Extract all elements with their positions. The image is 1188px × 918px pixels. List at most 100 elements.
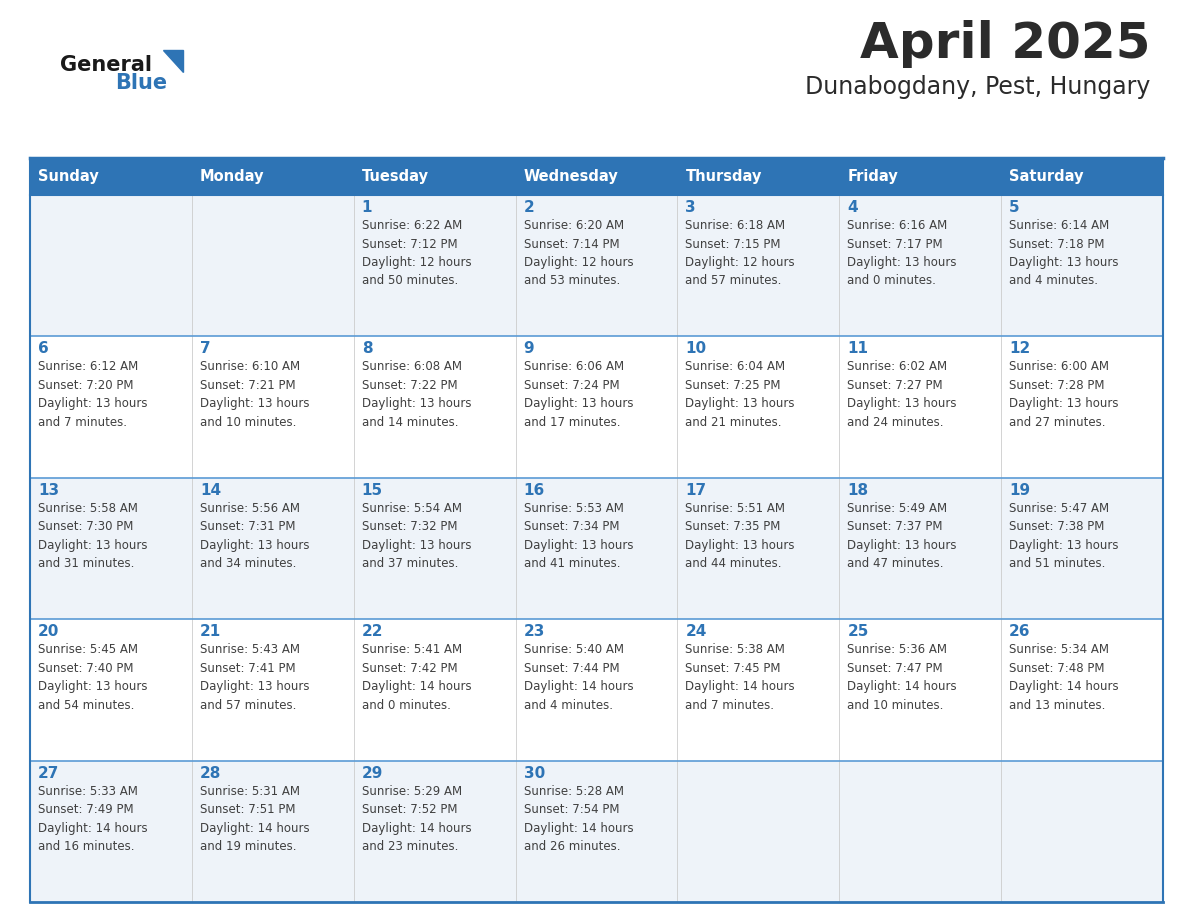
Text: 8: 8 [361, 341, 372, 356]
Text: 10: 10 [685, 341, 707, 356]
Text: 6: 6 [38, 341, 49, 356]
Text: Sunrise: 6:08 AM
Sunset: 7:22 PM
Daylight: 13 hours
and 14 minutes.: Sunrise: 6:08 AM Sunset: 7:22 PM Dayligh… [361, 361, 472, 429]
Text: 14: 14 [200, 483, 221, 498]
FancyBboxPatch shape [839, 620, 1001, 761]
FancyBboxPatch shape [516, 195, 677, 336]
Text: 16: 16 [524, 483, 545, 498]
FancyBboxPatch shape [677, 761, 839, 902]
FancyBboxPatch shape [354, 620, 516, 761]
FancyBboxPatch shape [191, 336, 354, 477]
Text: Sunrise: 5:58 AM
Sunset: 7:30 PM
Daylight: 13 hours
and 31 minutes.: Sunrise: 5:58 AM Sunset: 7:30 PM Dayligh… [38, 502, 147, 570]
FancyBboxPatch shape [30, 158, 191, 195]
Text: 15: 15 [361, 483, 383, 498]
Text: 23: 23 [524, 624, 545, 639]
Text: Sunrise: 6:20 AM
Sunset: 7:14 PM
Daylight: 12 hours
and 53 minutes.: Sunrise: 6:20 AM Sunset: 7:14 PM Dayligh… [524, 219, 633, 287]
Text: Sunrise: 5:51 AM
Sunset: 7:35 PM
Daylight: 13 hours
and 44 minutes.: Sunrise: 5:51 AM Sunset: 7:35 PM Dayligh… [685, 502, 795, 570]
FancyBboxPatch shape [354, 158, 516, 195]
FancyBboxPatch shape [839, 195, 1001, 336]
Text: 24: 24 [685, 624, 707, 639]
Text: 27: 27 [38, 766, 59, 780]
Text: Sunrise: 5:56 AM
Sunset: 7:31 PM
Daylight: 13 hours
and 34 minutes.: Sunrise: 5:56 AM Sunset: 7:31 PM Dayligh… [200, 502, 309, 570]
Text: Sunrise: 5:40 AM
Sunset: 7:44 PM
Daylight: 14 hours
and 4 minutes.: Sunrise: 5:40 AM Sunset: 7:44 PM Dayligh… [524, 644, 633, 711]
Text: 4: 4 [847, 200, 858, 215]
FancyBboxPatch shape [30, 195, 191, 336]
Text: Sunrise: 5:29 AM
Sunset: 7:52 PM
Daylight: 14 hours
and 23 minutes.: Sunrise: 5:29 AM Sunset: 7:52 PM Dayligh… [361, 785, 472, 853]
Text: Sunrise: 6:04 AM
Sunset: 7:25 PM
Daylight: 13 hours
and 21 minutes.: Sunrise: 6:04 AM Sunset: 7:25 PM Dayligh… [685, 361, 795, 429]
Text: 5: 5 [1009, 200, 1019, 215]
Text: Sunrise: 6:18 AM
Sunset: 7:15 PM
Daylight: 12 hours
and 57 minutes.: Sunrise: 6:18 AM Sunset: 7:15 PM Dayligh… [685, 219, 795, 287]
Text: 3: 3 [685, 200, 696, 215]
Text: 30: 30 [524, 766, 545, 780]
Text: 11: 11 [847, 341, 868, 356]
Text: 26: 26 [1009, 624, 1031, 639]
Text: April 2025: April 2025 [859, 20, 1150, 68]
Text: 13: 13 [38, 483, 59, 498]
FancyBboxPatch shape [839, 761, 1001, 902]
Polygon shape [163, 50, 183, 72]
FancyBboxPatch shape [839, 158, 1001, 195]
Text: Sunrise: 5:36 AM
Sunset: 7:47 PM
Daylight: 14 hours
and 10 minutes.: Sunrise: 5:36 AM Sunset: 7:47 PM Dayligh… [847, 644, 956, 711]
Text: Sunrise: 6:14 AM
Sunset: 7:18 PM
Daylight: 13 hours
and 4 minutes.: Sunrise: 6:14 AM Sunset: 7:18 PM Dayligh… [1009, 219, 1119, 287]
FancyBboxPatch shape [354, 336, 516, 477]
Text: 9: 9 [524, 341, 535, 356]
FancyBboxPatch shape [677, 195, 839, 336]
Text: 29: 29 [361, 766, 383, 780]
Text: Sunrise: 6:12 AM
Sunset: 7:20 PM
Daylight: 13 hours
and 7 minutes.: Sunrise: 6:12 AM Sunset: 7:20 PM Dayligh… [38, 361, 147, 429]
Text: Sunrise: 5:34 AM
Sunset: 7:48 PM
Daylight: 14 hours
and 13 minutes.: Sunrise: 5:34 AM Sunset: 7:48 PM Dayligh… [1009, 644, 1119, 711]
FancyBboxPatch shape [677, 620, 839, 761]
FancyBboxPatch shape [191, 195, 354, 336]
FancyBboxPatch shape [677, 336, 839, 477]
FancyBboxPatch shape [516, 336, 677, 477]
FancyBboxPatch shape [191, 158, 354, 195]
FancyBboxPatch shape [516, 620, 677, 761]
Text: Sunrise: 6:10 AM
Sunset: 7:21 PM
Daylight: 13 hours
and 10 minutes.: Sunrise: 6:10 AM Sunset: 7:21 PM Dayligh… [200, 361, 309, 429]
FancyBboxPatch shape [191, 477, 354, 620]
Text: 20: 20 [38, 624, 59, 639]
Text: 28: 28 [200, 766, 221, 780]
FancyBboxPatch shape [839, 477, 1001, 620]
Text: Sunrise: 6:06 AM
Sunset: 7:24 PM
Daylight: 13 hours
and 17 minutes.: Sunrise: 6:06 AM Sunset: 7:24 PM Dayligh… [524, 361, 633, 429]
FancyBboxPatch shape [30, 620, 191, 761]
FancyBboxPatch shape [354, 761, 516, 902]
Text: Sunrise: 5:47 AM
Sunset: 7:38 PM
Daylight: 13 hours
and 51 minutes.: Sunrise: 5:47 AM Sunset: 7:38 PM Dayligh… [1009, 502, 1119, 570]
FancyBboxPatch shape [354, 477, 516, 620]
Text: Sunrise: 5:54 AM
Sunset: 7:32 PM
Daylight: 13 hours
and 37 minutes.: Sunrise: 5:54 AM Sunset: 7:32 PM Dayligh… [361, 502, 472, 570]
Text: 1: 1 [361, 200, 372, 215]
Text: Sunrise: 6:00 AM
Sunset: 7:28 PM
Daylight: 13 hours
and 27 minutes.: Sunrise: 6:00 AM Sunset: 7:28 PM Dayligh… [1009, 361, 1119, 429]
Text: General: General [61, 55, 152, 75]
Text: 2: 2 [524, 200, 535, 215]
Text: Sunrise: 6:02 AM
Sunset: 7:27 PM
Daylight: 13 hours
and 24 minutes.: Sunrise: 6:02 AM Sunset: 7:27 PM Dayligh… [847, 361, 956, 429]
Text: 21: 21 [200, 624, 221, 639]
FancyBboxPatch shape [1001, 195, 1163, 336]
Text: Saturday: Saturday [1009, 169, 1083, 184]
Text: Thursday: Thursday [685, 169, 762, 184]
FancyBboxPatch shape [1001, 158, 1163, 195]
Text: Wednesday: Wednesday [524, 169, 618, 184]
Text: Sunrise: 5:45 AM
Sunset: 7:40 PM
Daylight: 13 hours
and 54 minutes.: Sunrise: 5:45 AM Sunset: 7:40 PM Dayligh… [38, 644, 147, 711]
Text: Sunrise: 6:22 AM
Sunset: 7:12 PM
Daylight: 12 hours
and 50 minutes.: Sunrise: 6:22 AM Sunset: 7:12 PM Dayligh… [361, 219, 472, 287]
Text: 22: 22 [361, 624, 384, 639]
Text: Sunrise: 6:16 AM
Sunset: 7:17 PM
Daylight: 13 hours
and 0 minutes.: Sunrise: 6:16 AM Sunset: 7:17 PM Dayligh… [847, 219, 956, 287]
Text: Sunrise: 5:33 AM
Sunset: 7:49 PM
Daylight: 14 hours
and 16 minutes.: Sunrise: 5:33 AM Sunset: 7:49 PM Dayligh… [38, 785, 147, 853]
FancyBboxPatch shape [677, 158, 839, 195]
FancyBboxPatch shape [1001, 336, 1163, 477]
FancyBboxPatch shape [839, 336, 1001, 477]
FancyBboxPatch shape [677, 477, 839, 620]
Text: 7: 7 [200, 341, 210, 356]
Text: Sunrise: 5:31 AM
Sunset: 7:51 PM
Daylight: 14 hours
and 19 minutes.: Sunrise: 5:31 AM Sunset: 7:51 PM Dayligh… [200, 785, 310, 853]
FancyBboxPatch shape [516, 477, 677, 620]
FancyBboxPatch shape [516, 761, 677, 902]
FancyBboxPatch shape [1001, 477, 1163, 620]
Text: Sunday: Sunday [38, 169, 99, 184]
FancyBboxPatch shape [191, 761, 354, 902]
Text: Sunrise: 5:49 AM
Sunset: 7:37 PM
Daylight: 13 hours
and 47 minutes.: Sunrise: 5:49 AM Sunset: 7:37 PM Dayligh… [847, 502, 956, 570]
Text: Tuesday: Tuesday [361, 169, 429, 184]
FancyBboxPatch shape [1001, 761, 1163, 902]
Text: 17: 17 [685, 483, 707, 498]
FancyBboxPatch shape [516, 158, 677, 195]
Text: Monday: Monday [200, 169, 265, 184]
Text: Sunrise: 5:28 AM
Sunset: 7:54 PM
Daylight: 14 hours
and 26 minutes.: Sunrise: 5:28 AM Sunset: 7:54 PM Dayligh… [524, 785, 633, 853]
Text: Friday: Friday [847, 169, 898, 184]
Text: 25: 25 [847, 624, 868, 639]
FancyBboxPatch shape [191, 620, 354, 761]
